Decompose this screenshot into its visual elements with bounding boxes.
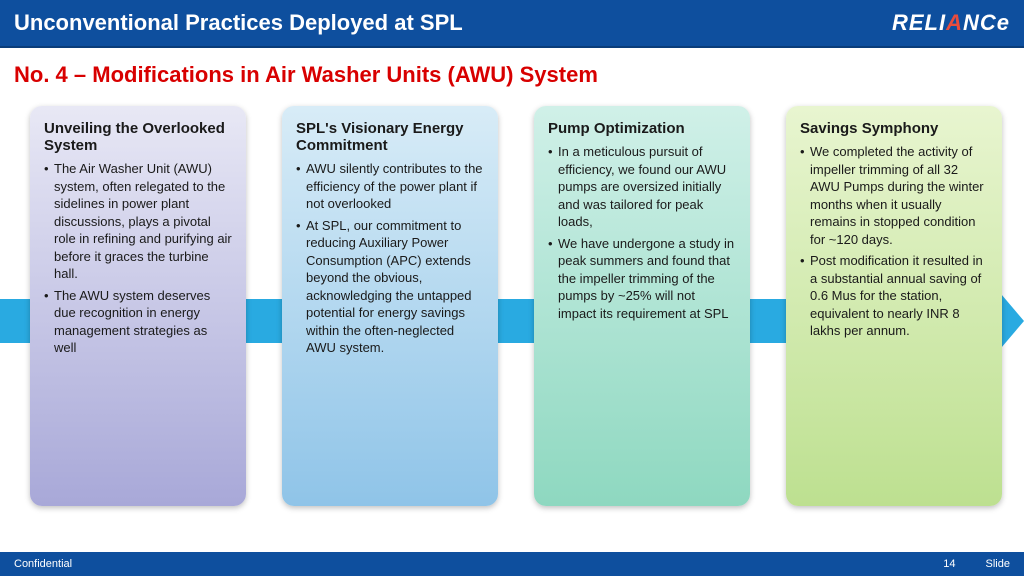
info-card: Savings Symphony We completed the activit… <box>786 106 1002 506</box>
cards-row: Unveiling the Overlooked System The Air W… <box>20 106 1004 506</box>
card-bullet: The Air Washer Unit (AWU) system, often … <box>44 160 232 283</box>
slide-subtitle: No. 4 – Modifications in Air Washer Unit… <box>0 48 1024 96</box>
footer-slide-label: Slide <box>986 558 1010 570</box>
slide-title: Unconventional Practices Deployed at SPL <box>14 10 463 36</box>
footer-page-number: 14 <box>943 558 955 570</box>
card-bullet: Post modification it resulted in a subst… <box>800 252 988 340</box>
card-bullet-list: We completed the activity of impeller tr… <box>800 143 988 340</box>
card-bullet: The AWU system deserves due recognition … <box>44 287 232 357</box>
footer-confidential: Confidential <box>14 558 72 570</box>
card-bullet: We have undergone a study in peak summer… <box>548 235 736 323</box>
card-bullet: We completed the activity of impeller tr… <box>800 143 988 248</box>
card-bullet-list: In a meticulous pursuit of efficiency, w… <box>548 143 736 322</box>
card-title: Unveiling the Overlooked System <box>44 120 232 154</box>
card-bullet-list: The Air Washer Unit (AWU) system, often … <box>44 160 232 357</box>
card-bullet: At SPL, our commitment to reducing Auxil… <box>296 217 484 357</box>
card-title: SPL's Visionary Energy Commitment <box>296 120 484 154</box>
info-card: Pump Optimization In a meticulous pursuit… <box>534 106 750 506</box>
slide-header: Unconventional Practices Deployed at SPL… <box>0 0 1024 48</box>
info-card: Unveiling the Overlooked System The Air W… <box>30 106 246 506</box>
info-card: SPL's Visionary Energy Commitment AWU sil… <box>282 106 498 506</box>
slide-footer: Confidential 14 Slide <box>0 552 1024 576</box>
card-bullet-list: AWU silently contributes to the efficien… <box>296 160 484 357</box>
content-area: Unveiling the Overlooked System The Air W… <box>0 96 1024 546</box>
card-bullet: AWU silently contributes to the efficien… <box>296 160 484 213</box>
card-bullet: In a meticulous pursuit of efficiency, w… <box>548 143 736 231</box>
footer-right: 14 Slide <box>943 558 1010 570</box>
card-title: Savings Symphony <box>800 120 988 137</box>
card-title: Pump Optimization <box>548 120 736 137</box>
reliance-logo: RELIANCe <box>892 10 1010 36</box>
